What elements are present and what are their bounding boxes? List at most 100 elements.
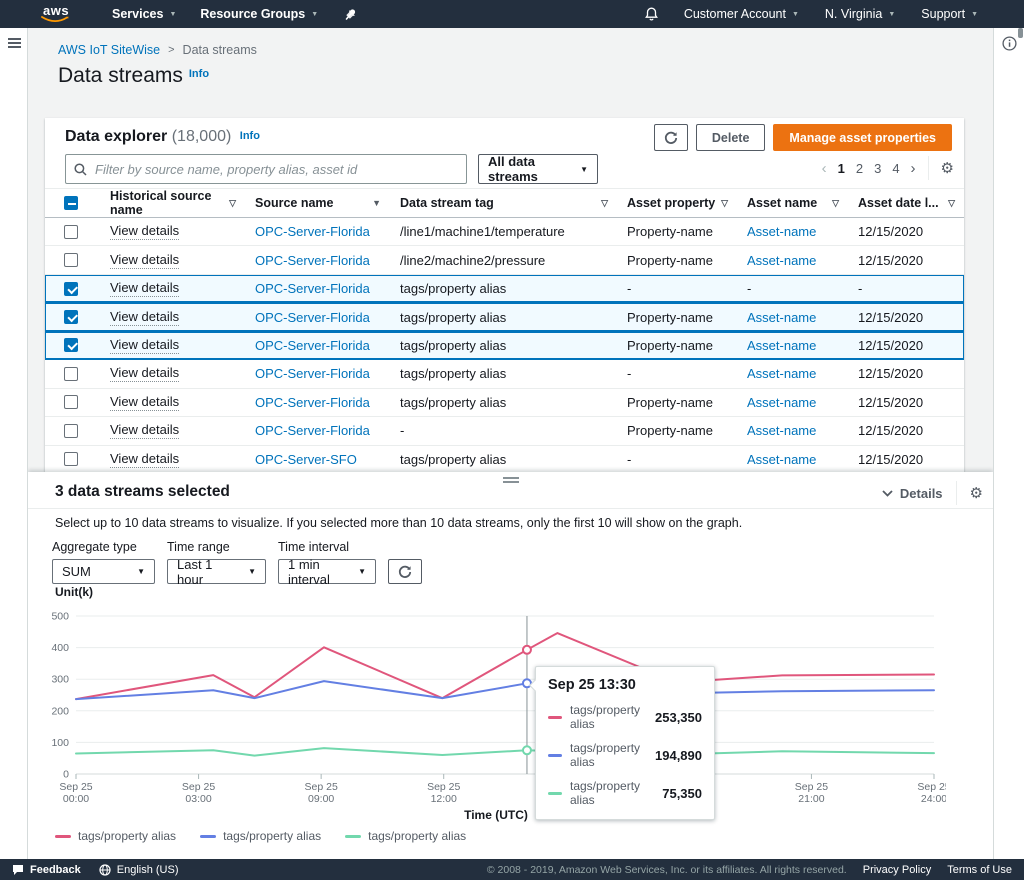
asset-name-link[interactable]: Asset-name [747, 224, 816, 239]
page-title-text: Data streams [58, 64, 183, 87]
terms-of-use-link[interactable]: Terms of Use [947, 864, 1012, 876]
aws-logo[interactable]: aws [40, 4, 70, 24]
filter-icon[interactable]: ▽ [721, 198, 728, 209]
row-checkbox[interactable] [64, 310, 78, 324]
source-name-link[interactable]: OPC-Server-Florida [255, 395, 370, 410]
view-details-link[interactable]: View details [110, 223, 179, 240]
view-details-link[interactable]: View details [110, 280, 179, 297]
legend-label: tags/property alias [78, 829, 176, 843]
row-checkbox[interactable] [64, 282, 78, 296]
nav-resource-groups[interactable]: Resource Groups ▼ [200, 7, 318, 21]
source-name-link[interactable]: OPC-Server-SFO [255, 452, 357, 467]
nav-services[interactable]: Services ▼ [112, 7, 176, 21]
filter-icon[interactable]: ▽ [229, 198, 236, 209]
panel-drag-handle[interactable] [503, 477, 519, 485]
split-panel: 3 data streams selected Details ⚙ Select… [28, 472, 993, 859]
source-name-link[interactable]: OPC-Server-Florida [255, 338, 370, 353]
previous-page-arrow[interactable]: ‹ [822, 161, 827, 176]
time-interval-label: Time interval [278, 540, 376, 554]
legend-item-1[interactable]: tags/property alias [200, 829, 321, 843]
notifications-bell-icon[interactable] [645, 7, 658, 21]
row-checkbox[interactable] [64, 395, 78, 409]
explorer-actions: Delete Manage asset properties [654, 124, 952, 151]
select-all-checkbox[interactable] [64, 196, 78, 210]
page-number-3[interactable]: 3 [874, 161, 881, 176]
asset-name-link[interactable]: Asset-name [747, 253, 816, 268]
column-header-5[interactable]: Asset date l...▽ [848, 196, 964, 210]
feedback-button[interactable]: Feedback [12, 864, 81, 876]
aggregate-type-select[interactable]: SUM ▼ [52, 559, 155, 584]
row-checkbox[interactable] [64, 225, 78, 239]
view-details-link[interactable]: View details [110, 451, 179, 468]
delete-button[interactable]: Delete [696, 124, 766, 151]
column-header-4[interactable]: Asset name ▽ [737, 196, 848, 210]
time-interval-select[interactable]: 1 min interval ▼ [278, 559, 376, 584]
row-checkbox[interactable] [64, 452, 78, 466]
scrollbar-thumb[interactable] [1018, 28, 1023, 38]
chart-refresh-button[interactable] [388, 559, 422, 584]
view-details-link[interactable]: View details [110, 252, 179, 269]
panel-settings-gear-icon[interactable]: ⚙ [970, 486, 983, 501]
source-name-link[interactable]: OPC-Server-Florida [255, 224, 370, 239]
details-toggle-button[interactable]: Details [882, 486, 943, 501]
filter-icon[interactable]: ▽ [948, 198, 955, 209]
pagination: ‹ 1234 › [822, 161, 916, 176]
legend-item-2[interactable]: tags/property alias [345, 829, 466, 843]
view-details-link[interactable]: View details [110, 394, 179, 411]
hamburger-menu-icon[interactable] [8, 38, 21, 50]
row-checkbox[interactable] [64, 367, 78, 381]
source-name-link[interactable]: OPC-Server-Florida [255, 253, 370, 268]
table-settings-gear-icon[interactable]: ⚙ [941, 161, 954, 176]
select-all-cell [45, 196, 100, 210]
language-selector[interactable]: English (US) [99, 864, 179, 876]
info-panel-icon[interactable] [1002, 36, 1017, 51]
row-checkbox[interactable] [64, 253, 78, 267]
view-details-link[interactable]: View details [110, 337, 179, 354]
manage-asset-properties-button[interactable]: Manage asset properties [773, 124, 952, 151]
page-number-4[interactable]: 4 [892, 161, 899, 176]
column-header-3[interactable]: Asset property▽ [617, 196, 737, 210]
stream-type-select[interactable]: All data streams ▼ [478, 154, 598, 184]
next-page-arrow[interactable]: › [911, 161, 916, 176]
stream-type-value: All data streams [488, 154, 570, 184]
page-number-2[interactable]: 2 [856, 161, 863, 176]
column-header-label: Asset name [747, 196, 817, 210]
page-number-1[interactable]: 1 [838, 161, 845, 176]
page-info-link[interactable]: Info [189, 68, 209, 80]
asset-name-link[interactable]: Asset-name [747, 310, 816, 325]
sort-icon[interactable]: ▼ [372, 198, 381, 208]
nav-account-menu[interactable]: Customer Account ▼ [684, 7, 799, 21]
refresh-button[interactable] [654, 124, 688, 151]
column-header-2[interactable]: Data stream tag▽ [390, 196, 617, 210]
asset-name-link[interactable]: Asset-name [747, 395, 816, 410]
asset-name-link[interactable]: Asset-name [747, 452, 816, 467]
row-checkbox[interactable] [64, 338, 78, 352]
filter-search-input[interactable] [93, 161, 458, 178]
legend-item-0[interactable]: tags/property alias [55, 829, 176, 843]
view-details-link[interactable]: View details [110, 422, 179, 439]
asset-name-link[interactable]: Asset-name [747, 366, 816, 381]
source-name-link[interactable]: OPC-Server-Florida [255, 310, 370, 325]
nav-support-menu[interactable]: Support ▼ [921, 7, 978, 21]
nav-region-menu[interactable]: N. Virginia ▼ [825, 7, 895, 21]
privacy-policy-link[interactable]: Privacy Policy [863, 864, 931, 876]
x-tick-label: Sep 25 [917, 781, 946, 793]
time-range-select[interactable]: Last 1 hour ▼ [167, 559, 266, 584]
row-checkbox[interactable] [64, 424, 78, 438]
source-name-link[interactable]: OPC-Server-Florida [255, 423, 370, 438]
view-details-link[interactable]: View details [110, 365, 179, 382]
column-header-0[interactable]: Historical source name▽ [100, 189, 245, 217]
source-name-link[interactable]: OPC-Server-Florida [255, 281, 370, 296]
filter-icon[interactable]: ▽ [601, 198, 608, 209]
data-explorer-info-link[interactable]: Info [240, 130, 260, 142]
asset-name-link[interactable]: Asset-name [747, 338, 816, 353]
filter-icon[interactable]: ▽ [832, 198, 839, 209]
x-tick-label: Sep 25 [182, 781, 215, 793]
view-details-link[interactable]: View details [110, 309, 179, 326]
pin-icon[interactable] [344, 8, 357, 21]
asset-date-cell: 12/15/2020 [848, 310, 964, 325]
asset-name-link[interactable]: Asset-name [747, 423, 816, 438]
breadcrumb-root-link[interactable]: AWS IoT SiteWise [58, 43, 160, 57]
column-header-1[interactable]: Source name▼ [245, 196, 390, 210]
source-name-link[interactable]: OPC-Server-Florida [255, 366, 370, 381]
